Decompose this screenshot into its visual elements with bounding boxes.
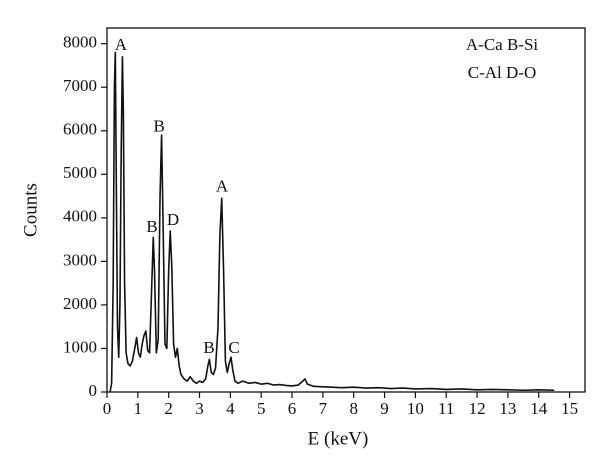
x-tick-label: 11	[438, 399, 454, 418]
y-tick-label: 2000	[63, 294, 97, 313]
legend-text: A-Ca B-Si	[466, 35, 539, 54]
peak-label: B	[153, 117, 164, 136]
y-tick-label: 7000	[63, 76, 97, 95]
legend-text: C-Al D-O	[468, 63, 536, 82]
x-tick-label: 3	[195, 399, 204, 418]
y-tick-label: 8000	[63, 33, 97, 52]
y-tick-label: 1000	[63, 337, 97, 356]
x-tick-label: 4	[226, 399, 235, 418]
x-tick-label: 2	[164, 399, 173, 418]
peak-label: B	[203, 338, 214, 357]
peak-label: C	[228, 338, 239, 357]
y-tick-label: 4000	[63, 207, 97, 226]
plot-frame	[106, 27, 586, 393]
peak-label: A	[115, 35, 128, 54]
x-tick-label: 15	[561, 399, 578, 418]
x-tick-label: 13	[499, 399, 516, 418]
y-tick-label: 6000	[63, 120, 97, 139]
x-tick-label: 10	[407, 399, 424, 418]
x-tick-label: 8	[349, 399, 358, 418]
peak-label: A	[216, 177, 229, 196]
y-tick-label: 3000	[63, 250, 97, 269]
y-tick-label: 5000	[63, 163, 97, 182]
x-tick-label: 9	[380, 399, 389, 418]
y-tick-label: 0	[89, 381, 98, 400]
x-tick-label: 7	[319, 399, 328, 418]
peak-label: B	[146, 217, 157, 236]
x-tick-label: 6	[288, 399, 297, 418]
x-axis-label: E (keV)	[308, 428, 369, 449]
spectrum-line	[109, 51, 555, 393]
y-axis-label: Counts	[20, 183, 41, 237]
x-tick-label: 5	[257, 399, 266, 418]
x-tick-label: 14	[530, 399, 548, 418]
x-tick-label: 12	[469, 399, 486, 418]
peak-label: D	[167, 210, 179, 229]
x-tick-label: 0	[103, 399, 112, 418]
x-tick-label: 1	[134, 399, 143, 418]
